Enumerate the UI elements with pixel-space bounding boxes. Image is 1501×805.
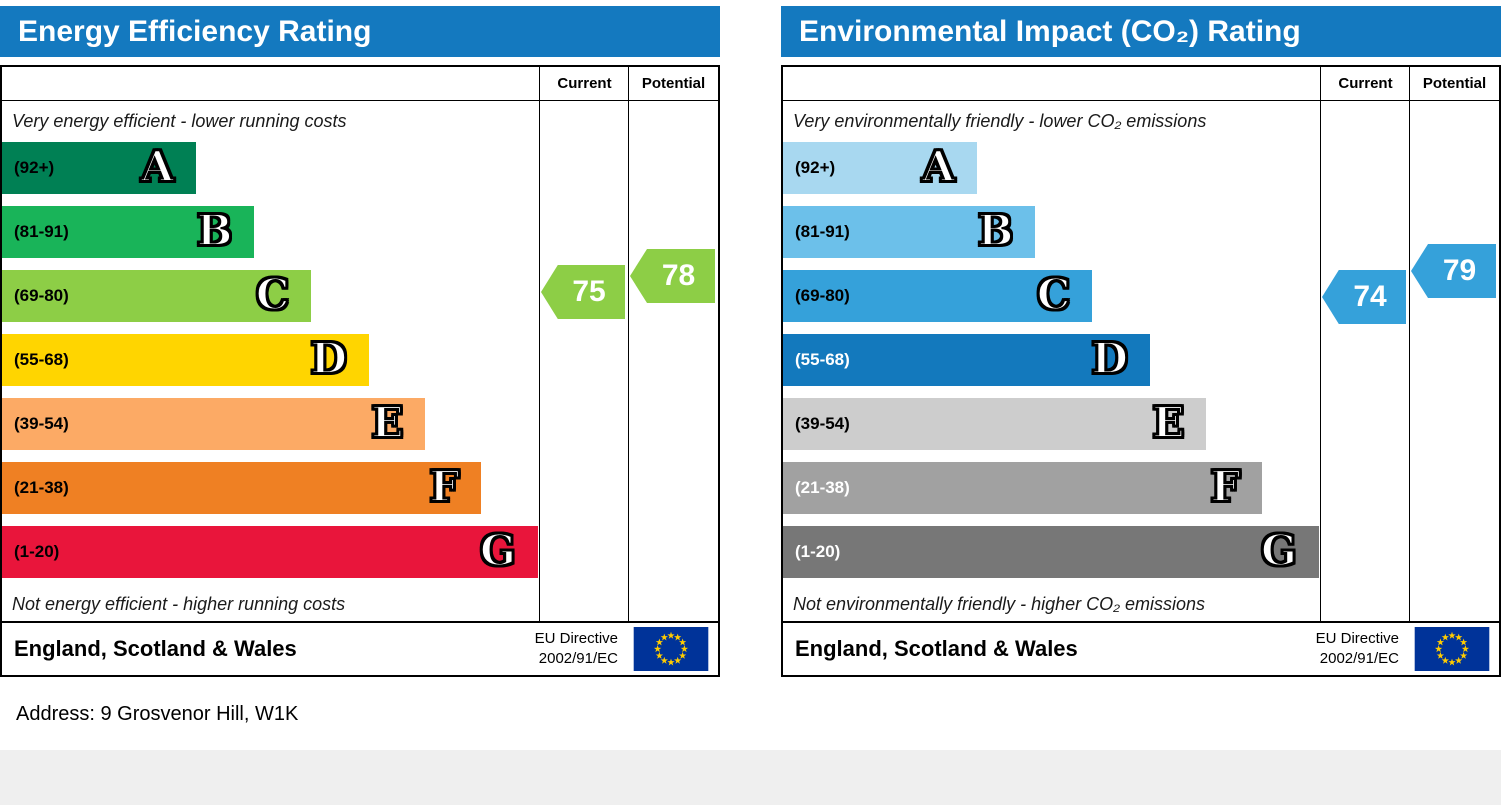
eu-directive-label: EU Directive 2002/91/EC <box>1316 629 1399 669</box>
band-range-label: (1-20) <box>14 542 60 561</box>
environmental-impact-rating-chart: Environmental Impact (CO₂) Rating Curren… <box>781 6 1501 677</box>
current-column-header: Current <box>1338 75 1393 92</box>
region-label: England, Scotland & Wales <box>14 636 297 661</box>
band-range-label: (92+) <box>795 158 836 177</box>
band-b: (81-91) B <box>2 205 255 258</box>
band-a: (92+) A <box>2 141 196 194</box>
region-label: England, Scotland & Wales <box>795 636 1078 661</box>
current-rating-value: 74 <box>1353 280 1387 313</box>
rating-table: Current Potential Very energy efficient … <box>0 65 720 677</box>
eu-flag-icon <box>633 627 709 671</box>
band-f: (21-38) F <box>783 461 1263 514</box>
current-rating-arrow: 74 <box>1322 270 1406 324</box>
rating-bands: (92+) A (81-91) B (69-80) C (55-68) D (39-54) E (2… <box>783 141 1321 590</box>
current-rating-value: 75 <box>572 275 606 308</box>
band-letter: D <box>1090 333 1128 384</box>
header-divider <box>783 100 1499 101</box>
eu-directive-line2: 2002/91/EC <box>538 650 618 667</box>
band-letter: A <box>921 141 956 192</box>
potential-rating-value: 78 <box>661 259 696 292</box>
band-range-label: (21-38) <box>795 478 850 497</box>
chart-title: Environmental Impact (CO₂) Rating <box>781 6 1501 57</box>
top-note: Very energy efficient - lower running co… <box>12 111 347 131</box>
band-letter: E <box>1151 397 1185 448</box>
band-letter: F <box>1210 461 1242 512</box>
energy-efficiency-rating-chart: Energy Efficiency Rating Current Potenti… <box>0 6 720 677</box>
table-footer: England, Scotland & Wales EU Directive 2… <box>2 621 718 675</box>
band-letter: D <box>309 333 347 384</box>
eu-flag-icon <box>1414 627 1490 671</box>
potential-rating-value: 79 <box>1442 254 1477 287</box>
band-letter: F <box>429 461 461 512</box>
eu-directive-label: EU Directive 2002/91/EC <box>535 629 618 669</box>
band-range-label: (55-68) <box>14 350 69 369</box>
column-divider <box>628 67 629 621</box>
band-d: (55-68) D <box>2 333 369 386</box>
band-letter: C <box>1036 269 1071 320</box>
band-range-label: (81-91) <box>14 222 69 241</box>
table-footer: England, Scotland & Wales EU Directive 2… <box>783 621 1499 675</box>
band-f: (21-38) F <box>2 461 482 514</box>
band-range-label: (69-80) <box>795 286 850 305</box>
column-divider <box>1320 67 1321 621</box>
chart-title: Energy Efficiency Rating <box>0 6 720 57</box>
band-letter: A <box>140 141 175 192</box>
band-range-label: (39-54) <box>14 414 69 433</box>
eu-directive-line1: EU Directive <box>1315 630 1399 647</box>
band-g: (1-20) G <box>2 525 538 578</box>
band-range-label: (92+) <box>14 158 55 177</box>
band-range-label: (81-91) <box>795 222 850 241</box>
potential-rating-arrow: 78 <box>630 249 715 303</box>
band-e: (39-54) E <box>783 397 1207 450</box>
band-letter: B <box>977 205 1014 256</box>
band-a: (92+) A <box>783 141 977 194</box>
rating-table: Current Potential Very environmentally f… <box>781 65 1501 677</box>
band-b: (81-91) B <box>783 205 1036 258</box>
page-footer-area <box>0 750 1501 805</box>
column-divider <box>1409 67 1410 621</box>
band-range-label: (1-20) <box>795 542 841 561</box>
eu-directive-line2: 2002/91/EC <box>1319 650 1399 667</box>
band-range-label: (21-38) <box>14 478 69 497</box>
potential-rating-arrow: 79 <box>1411 244 1496 298</box>
top-note: Very environmentally friendly - lower CO… <box>793 111 1207 131</box>
band-c: (69-80) C <box>783 269 1093 322</box>
band-e: (39-54) E <box>2 397 426 450</box>
band-range-label: (69-80) <box>14 286 69 305</box>
band-letter: E <box>370 397 404 448</box>
current-rating-arrow: 75 <box>541 265 625 319</box>
band-c: (69-80) C <box>2 269 312 322</box>
column-divider <box>539 67 540 621</box>
band-range-label: (55-68) <box>795 350 850 369</box>
eu-directive-line1: EU Directive <box>534 630 618 647</box>
bottom-note: Not environmentally friendly - higher CO… <box>793 594 1206 614</box>
band-g: (1-20) G <box>783 525 1319 578</box>
current-column-header: Current <box>557 75 612 92</box>
band-range-label: (39-54) <box>795 414 850 433</box>
header-divider <box>2 100 718 101</box>
band-letter: C <box>255 269 290 320</box>
property-address: Address: 9 Grosvenor Hill, W1K <box>16 703 299 725</box>
band-letter: B <box>196 205 233 256</box>
band-letter: G <box>479 525 517 576</box>
potential-column-header: Potential <box>641 75 706 92</box>
band-letter: G <box>1260 525 1298 576</box>
potential-column-header: Potential <box>1422 75 1487 92</box>
bottom-note: Not energy efficient - higher running co… <box>12 594 346 614</box>
band-d: (55-68) D <box>783 333 1150 386</box>
rating-bands: (92+) A (81-91) B (69-80) C (55-68) D (39-54) E (2… <box>2 141 540 590</box>
